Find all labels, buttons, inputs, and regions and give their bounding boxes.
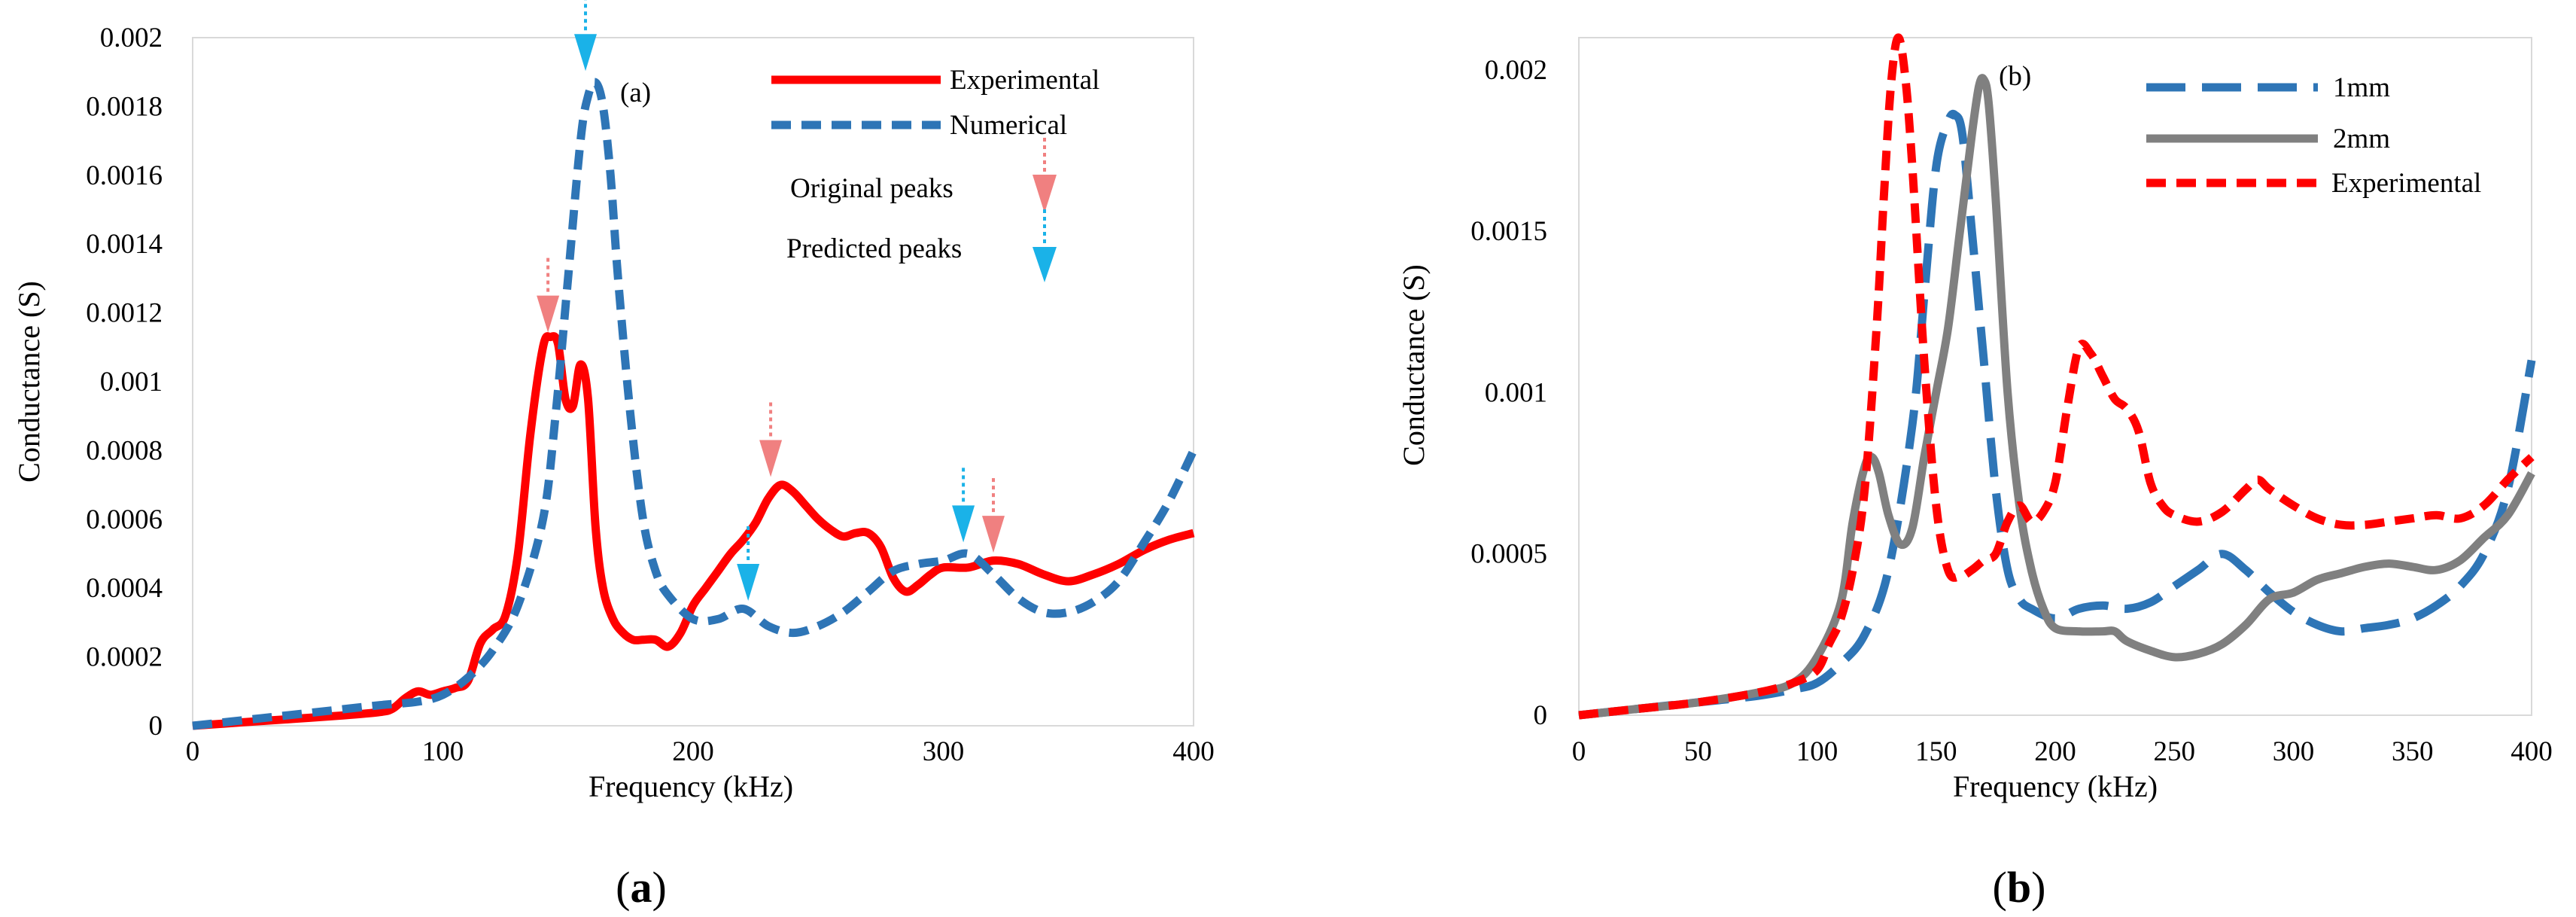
x-tick-label: 100 [422,736,464,767]
x-tick-label: 50 [1684,736,1712,767]
panel-a-series-layer [192,78,1197,730]
x-tick-label: 0 [186,736,200,767]
panel-b-y-tick-labels: 0 0.0005 0.001 0.0015 0.002 [1470,55,1547,731]
series-line-experimental [1578,33,2535,720]
panel-a-caption: (a) [616,863,667,912]
original-peak-arrow [759,402,783,477]
x-tick-label: 300 [2273,736,2315,767]
x-tick-label: 250 [2154,736,2196,767]
y-tick-label: 0.0014 [86,229,163,260]
panel-b-x-axis-title: Frequency (kHz) [1953,769,2158,803]
panel-b-legend: 1mm 2mm Experimental [2146,72,2481,199]
original-peak-arrow [537,257,560,333]
y-tick-label: 0.0006 [86,504,163,535]
x-tick-label: 350 [2392,736,2434,767]
y-tick-label: 0.0015 [1470,216,1547,247]
panel-a-y-tick-labels: 0 0.0002 0.0004 0.0006 0.0008 0.001 0.0012 0.00… [86,23,163,742]
series-line-experimental [192,332,1195,730]
y-tick-label: 0.0002 [86,642,163,673]
panel-a-peak-arrows [537,0,1005,602]
legend-a-original-peaks-label: Original peaks [790,173,953,204]
predicted-peak-arrow [737,526,760,602]
panel-b-x-tick-labels: 0 50 100 150 200 250 300 350 400 [1572,736,2553,767]
panel-b-tag: (b) [1999,61,2031,92]
panel-a-caption-letter: a [631,863,652,912]
panel-a-caption-open: ( [616,863,630,912]
panel-a-tag: (a) [620,78,651,108]
y-tick-label: 0.0005 [1470,539,1547,570]
legend-a-numerical-label: Numerical [950,110,1067,141]
x-tick-label: 0 [1572,736,1586,767]
original-peak-arrow [982,478,1005,553]
y-tick-label: 0.001 [100,367,163,398]
x-tick-label: 200 [672,736,714,767]
x-tick-label: 400 [1172,736,1215,767]
legend-a-experimental-label: Experimental [950,65,1099,96]
y-tick-label: 0.001 [1485,377,1547,408]
x-tick-label: 400 [2511,736,2553,767]
y-tick-label: 0.0016 [86,160,163,191]
panel-b-caption: (b) [1993,863,2046,912]
x-tick-label: 200 [2034,736,2076,767]
panel-b-caption-letter: b [2007,863,2031,912]
panel-b-series-layer [1578,33,2536,720]
panel-a-x-tick-labels: 0 100 200 300 400 [186,736,1215,767]
panel-a-x-axis-title: Frequency (kHz) [588,769,793,803]
y-tick-label: 0.0008 [86,435,163,466]
y-tick-label: 0 [149,711,163,742]
predicted-peak-arrow [574,0,598,72]
y-tick-label: 0.002 [100,23,163,53]
x-tick-label: 150 [1915,736,1957,767]
panel-b-caption-open: ( [1993,863,2007,912]
panel-b: 0 0.0005 0.001 0.0015 0.002 0 50 100 150 200 250 3… [1397,33,2553,912]
legend-a-predicted-peaks-label: Predicted peaks [786,233,962,264]
panel-a: 0 0.0002 0.0004 0.0006 0.0008 0.001 0.0012 0.00… [12,0,1215,912]
series-line-1mm [1578,109,2536,720]
panel-b-caption-close: ) [2031,863,2045,912]
y-tick-label: 0 [1534,700,1548,731]
legend-b-experimental-label: Experimental [2331,168,2481,199]
panel-a-legend: Experimental Numerical Original peaks Pr… [771,65,1099,282]
legend-a-original-peaks-arrow-icon [1033,138,1057,213]
panel-a-caption-close: ) [652,863,667,912]
y-tick-label: 0.0004 [86,573,163,604]
x-tick-label: 300 [923,736,965,767]
predicted-peak-arrow [952,468,975,543]
legend-b-2mm-label: 2mm [2333,123,2390,154]
y-tick-label: 0.0012 [86,298,163,329]
y-tick-label: 0.0018 [86,91,163,122]
x-tick-label: 100 [1796,736,1838,767]
panel-a-y-axis-title: Conductance (S) [12,281,46,483]
legend-a-predicted-peaks-arrow-icon [1033,209,1057,282]
y-tick-label: 0.002 [1485,55,1547,86]
legend-b-1mm-label: 1mm [2333,72,2390,103]
series-line-numerical [192,78,1197,730]
panel-b-y-axis-title: Conductance (S) [1397,264,1431,466]
